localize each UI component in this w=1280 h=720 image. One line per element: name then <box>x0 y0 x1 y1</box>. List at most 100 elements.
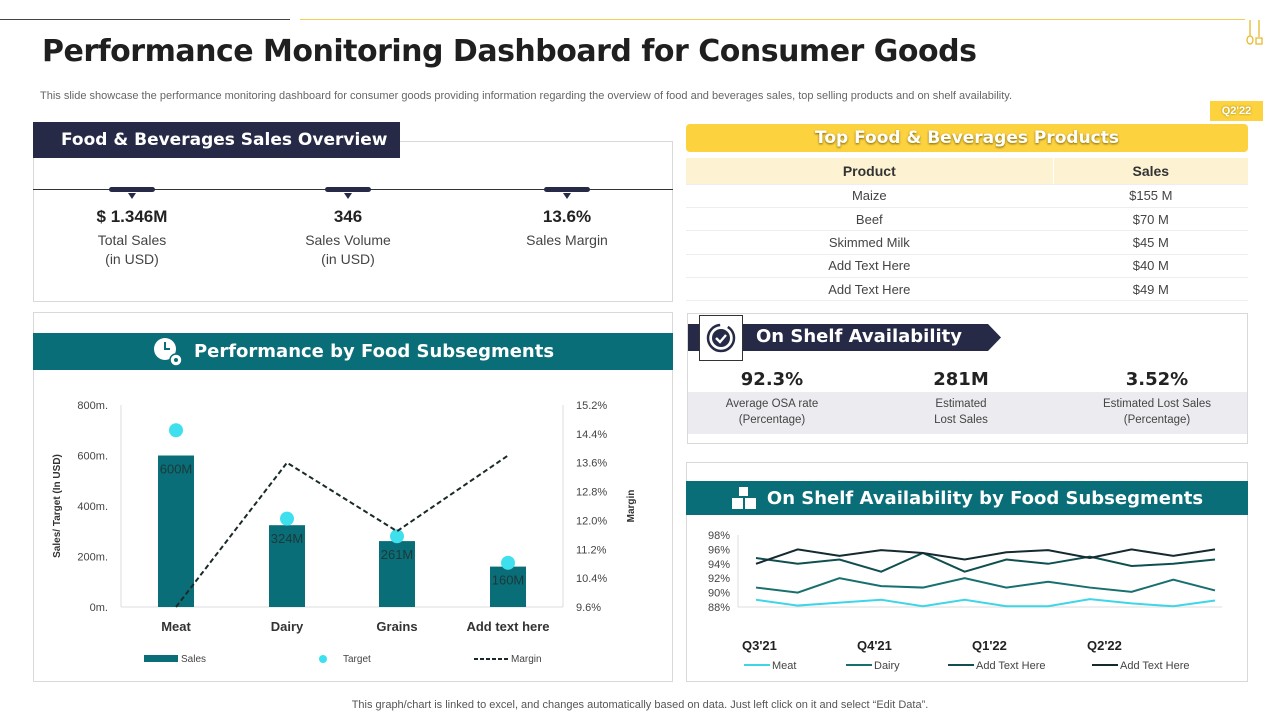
product-cell: Add Text Here <box>686 254 1054 279</box>
target-dot <box>169 423 183 438</box>
top-rule-dark <box>0 19 290 20</box>
osa-line-chart: 88% 90% 92% 94% 96% 98% Q3'21 Q4'21 Q1'22 Q2'22 Me… <box>708 530 1222 672</box>
osa-kpi-value: 92.3% <box>740 369 804 390</box>
y2-tick-label: 14.4% <box>576 429 607 441</box>
product-cell: Maize <box>686 184 1054 208</box>
x-tick-label: Grains <box>376 619 417 634</box>
y2-tick-label: 13.6% <box>576 458 607 470</box>
sales-cell: $40 M <box>1053 254 1248 279</box>
product-cell: Skimmed Milk <box>686 230 1054 255</box>
sales-cell: $45 M <box>1053 230 1248 255</box>
bar-data-label: 600M <box>160 462 193 477</box>
performance-header: Performance by Food Subsegments <box>33 333 673 370</box>
kpi-label: Total Sales <box>97 232 167 248</box>
x-tick-label: Q2'22 <box>1087 638 1122 653</box>
sales-cell: $70 M <box>1053 207 1248 232</box>
performance-panel <box>33 312 673 682</box>
sales-cell: $155 M <box>1053 184 1248 208</box>
top-products-table: Product Sales Maize $155 M Beef $70 M Skimmed… <box>686 158 1248 302</box>
bar-data-label: 160M <box>492 573 525 588</box>
legend-sales-label: Sales <box>181 654 206 665</box>
legend-margin-label: Margin <box>511 654 542 665</box>
target-dot <box>390 529 404 544</box>
sales-overview-title: Food & Beverages Sales Overview <box>33 122 400 158</box>
x-tick-label: Dairy <box>271 619 304 634</box>
sales-bar <box>158 455 194 607</box>
kpi-sublabel: (in USD) <box>105 251 159 267</box>
sales-kpi: $ 1.346M Total Sales (in USD) <box>32 207 232 269</box>
kpi-value: 346 <box>333 207 363 226</box>
kpi-marker <box>325 187 371 199</box>
bar-data-label: 324M <box>271 531 304 546</box>
y-tick-label: 600m. <box>77 451 108 463</box>
table-row: Beef $70 M <box>686 207 1248 232</box>
check-circle-icon <box>699 315 743 361</box>
x-tick-label: Q1'22 <box>972 638 1007 653</box>
series-line <box>755 551 1216 573</box>
legend-label: Add Text Here <box>976 660 1046 672</box>
y-tick-label: 98% <box>708 530 730 542</box>
performance-title: Performance by Food Subsegments <box>193 341 555 362</box>
table-row: Skimmed Milk $45 M <box>686 230 1248 255</box>
margin-line <box>175 454 509 608</box>
spoon-fork-icon <box>1246 20 1263 45</box>
y2-axis-title: Margin <box>626 490 637 523</box>
boxes-icon <box>731 487 756 509</box>
legend-sales-swatch <box>144 655 178 662</box>
osa-kpi-sublabel: (Percentage) <box>738 414 806 426</box>
kpi-label: Sales Volume <box>305 232 391 248</box>
osa-kpi-value: 3.52% <box>1125 369 1189 390</box>
product-cell: Beef <box>686 207 1054 232</box>
target-dot <box>280 511 294 526</box>
y2-tick-label: 9.6% <box>576 602 601 614</box>
y-tick-label: 94% <box>708 559 730 571</box>
legend-target-label: Target <box>343 654 371 665</box>
sales-kpi: 13.6% Sales Margin <box>467 207 667 250</box>
legend-label: Dairy <box>874 660 900 672</box>
kpi-value: 13.6% <box>542 207 592 226</box>
top-products-title: Top Food & Beverages Products <box>686 124 1248 152</box>
osa-header-arrow <box>688 324 1001 351</box>
kpi-sublabel: (in USD) <box>321 251 375 267</box>
y-tick-label: 800m. <box>77 400 108 412</box>
table-row: Maize $155 M <box>686 184 1248 208</box>
x-tick-label: Q3'21 <box>742 638 777 653</box>
x-tick-label: Meat <box>161 619 191 634</box>
column-header-product: Product <box>686 158 1054 185</box>
y-tick-label: 400m. <box>77 501 108 513</box>
osa-kpi: 92.3% Average OSA rate (Percentage) <box>672 369 872 428</box>
osa-kpi-label: Estimated Lost Sales <box>1102 398 1212 410</box>
osa-kpi-value: 281M <box>933 369 989 390</box>
sales-kpi: 346 Sales Volume (in USD) <box>248 207 448 269</box>
bar-data-label: 261M <box>381 547 414 562</box>
legend-label: Meat <box>772 660 796 672</box>
kpi-label: Sales Margin <box>526 232 608 248</box>
kpi-value: $ 1.346M <box>96 207 168 226</box>
y-tick-label: 200m. <box>77 552 108 564</box>
kpi-marker <box>544 187 590 199</box>
legend-target-swatch <box>319 655 327 663</box>
y-tick-label: 90% <box>708 588 730 600</box>
performance-chart: 0m. 200m. 400m. 600m. 800m. 9.6% 10.4% 11.2% 12.… <box>52 400 637 665</box>
table-row: Add Text Here $40 M <box>686 254 1248 279</box>
footer-note: This graph/chart is linked to excel, and… <box>351 699 929 711</box>
y-tick-label: 92% <box>708 573 730 585</box>
sales-bar <box>269 525 305 607</box>
x-tick-label: Q4'21 <box>857 638 892 653</box>
y2-tick-label: 10.4% <box>576 573 607 585</box>
table-row: Add Text Here $49 M <box>686 277 1248 302</box>
y2-tick-label: 12.0% <box>576 515 607 527</box>
product-cell: Add Text Here <box>686 277 1054 302</box>
osa-title: On Shelf Availability <box>756 326 963 347</box>
sales-cell: $49 M <box>1053 277 1248 302</box>
y-axis-title: Sales/ Target (In USD) <box>52 454 63 558</box>
osa-chart-title: On Shelf Availability by Food Subsegment… <box>766 487 1204 509</box>
series-line <box>755 598 1216 608</box>
y-tick-label: 88% <box>708 602 730 614</box>
period-badge: Q2'22 <box>1210 101 1263 121</box>
page-subtitle: This slide showcase the performance moni… <box>40 90 1013 102</box>
sales-bar <box>379 541 415 607</box>
kpi-marker <box>109 187 155 199</box>
y2-tick-label: 12.8% <box>576 487 607 499</box>
osa-kpi-sublabel: Lost Sales <box>934 414 988 426</box>
